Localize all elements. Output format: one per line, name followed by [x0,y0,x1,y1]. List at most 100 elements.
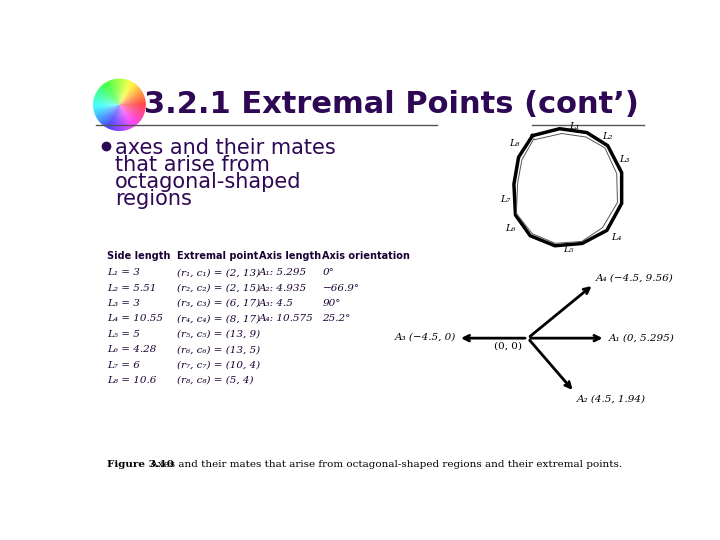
Polygon shape [120,79,124,105]
Polygon shape [120,105,135,126]
Polygon shape [120,105,145,107]
Polygon shape [120,105,142,119]
Polygon shape [120,99,145,105]
Polygon shape [116,79,120,105]
Polygon shape [120,105,135,126]
Polygon shape [120,105,127,130]
Polygon shape [120,80,130,105]
Text: Extremal point: Extremal point [177,251,258,261]
Polygon shape [102,85,120,105]
Polygon shape [94,105,120,110]
Polygon shape [93,103,120,105]
Polygon shape [120,89,140,105]
Polygon shape [120,105,145,109]
Text: L₈ = 10.6: L₈ = 10.6 [107,376,156,385]
Polygon shape [99,105,120,122]
Polygon shape [99,88,120,105]
Polygon shape [120,105,143,117]
Polygon shape [97,90,120,105]
Polygon shape [120,87,139,105]
Polygon shape [120,103,145,105]
Polygon shape [120,79,126,105]
Polygon shape [120,82,132,105]
Polygon shape [103,84,120,105]
Polygon shape [120,90,141,105]
Polygon shape [99,105,120,122]
Polygon shape [120,105,143,118]
Polygon shape [120,79,122,105]
Polygon shape [99,88,120,105]
Polygon shape [94,98,120,105]
Polygon shape [97,105,120,120]
Text: L₁: L₁ [570,122,580,131]
Polygon shape [117,105,120,131]
Polygon shape [120,105,138,124]
Polygon shape [120,105,123,131]
Polygon shape [120,105,127,130]
Polygon shape [108,105,120,129]
Polygon shape [120,84,136,105]
Polygon shape [120,104,145,105]
Polygon shape [117,79,120,105]
Polygon shape [112,105,120,130]
Polygon shape [94,99,120,105]
Polygon shape [97,91,120,105]
Text: (r₈, c₈) = (5, 4): (r₈, c₈) = (5, 4) [177,376,253,385]
Polygon shape [120,101,145,105]
Polygon shape [120,86,138,105]
Text: A₃: 4.5: A₃: 4.5 [259,299,294,308]
Polygon shape [120,105,136,125]
Polygon shape [120,98,145,105]
Polygon shape [114,79,120,105]
Polygon shape [94,105,120,111]
Polygon shape [120,83,135,105]
Polygon shape [120,105,137,125]
Polygon shape [93,104,120,105]
Polygon shape [94,105,120,110]
Polygon shape [113,105,120,130]
Polygon shape [120,105,125,131]
Polygon shape [110,105,120,130]
Polygon shape [94,99,120,105]
Polygon shape [120,90,141,105]
Polygon shape [120,105,145,113]
Polygon shape [93,103,120,105]
Polygon shape [120,86,139,105]
Polygon shape [93,102,120,105]
Polygon shape [105,105,120,127]
Polygon shape [110,80,120,105]
Polygon shape [99,105,120,121]
Polygon shape [109,105,120,129]
Polygon shape [120,105,128,130]
Text: L₄ = 10.55: L₄ = 10.55 [107,314,163,323]
Polygon shape [120,104,145,105]
Polygon shape [97,90,120,105]
Text: L₂: L₂ [603,132,613,141]
Polygon shape [100,86,120,105]
Polygon shape [106,82,120,105]
Text: A₄ (−4.5, 9.56): A₄ (−4.5, 9.56) [596,274,674,283]
Text: (r₅, c₅) = (13, 9): (r₅, c₅) = (13, 9) [177,330,260,339]
Polygon shape [113,79,120,105]
Polygon shape [102,105,120,125]
Polygon shape [120,79,126,105]
Polygon shape [100,105,120,123]
Text: (r₇, c₇) = (10, 4): (r₇, c₇) = (10, 4) [177,361,260,369]
Text: A₁: 5.295: A₁: 5.295 [259,268,307,277]
Polygon shape [120,105,126,130]
Polygon shape [101,105,120,124]
Polygon shape [98,90,120,105]
Polygon shape [120,79,127,105]
Polygon shape [116,79,120,105]
Polygon shape [120,81,131,105]
Polygon shape [120,105,121,131]
Polygon shape [94,102,120,105]
Polygon shape [120,96,144,105]
Polygon shape [120,105,122,131]
Polygon shape [99,105,120,121]
Polygon shape [93,105,120,107]
Polygon shape [106,82,120,105]
Polygon shape [120,79,121,105]
Polygon shape [120,82,133,105]
Polygon shape [120,101,145,105]
